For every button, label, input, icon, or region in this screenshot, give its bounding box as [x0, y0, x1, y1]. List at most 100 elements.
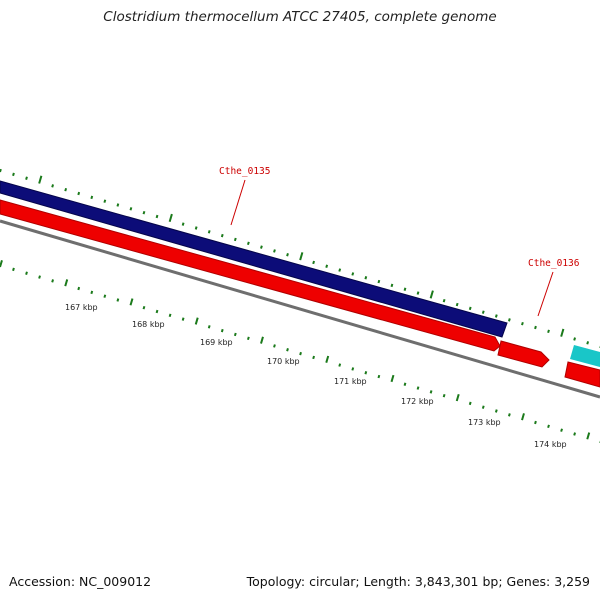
gene-feature-cyan[interactable]	[570, 345, 600, 367]
outer-tick	[534, 325, 537, 330]
inner-tick	[181, 317, 185, 321]
outer-tick	[547, 329, 550, 334]
kbp-label: 170 kbp	[267, 357, 300, 366]
inner-tick	[273, 344, 276, 348]
callout-line	[537, 271, 554, 317]
inner-tick	[429, 390, 433, 394]
inner-tick	[312, 355, 316, 360]
outer-tick	[129, 207, 133, 211]
outer-tick	[220, 233, 224, 238]
outer-tick	[364, 276, 368, 280]
inner-tick	[168, 313, 172, 318]
inner-tick	[25, 271, 28, 275]
outer-tick-track	[0, 168, 600, 349]
inner-tick	[142, 305, 146, 310]
outer-tick	[299, 252, 304, 261]
kbp-label: 171 kbp	[334, 377, 367, 386]
inner-tick	[547, 424, 550, 429]
inner-tick	[560, 428, 563, 432]
outer-tick	[377, 279, 381, 284]
kbp-label: 168 kbp	[132, 320, 165, 329]
inner-tick	[377, 374, 381, 379]
inner-tick	[455, 393, 460, 402]
outer-tick	[338, 268, 342, 272]
outer-tick	[51, 184, 55, 188]
outer-tick	[194, 226, 198, 230]
inner-tick	[129, 298, 134, 306]
genome-backbone	[0, 219, 600, 399]
outer-tick	[286, 253, 289, 257]
callout-line	[230, 179, 246, 226]
inner-tick	[116, 298, 120, 302]
outer-tick	[246, 241, 250, 246]
outer-tick	[181, 222, 185, 226]
outer-tick	[429, 290, 434, 299]
outer-tick	[494, 314, 498, 318]
outer-tick	[521, 321, 524, 326]
outer-tick	[116, 203, 120, 207]
outer-tick	[155, 214, 159, 219]
gene-label: Cthe_0135	[219, 166, 270, 177]
outer-tick	[90, 195, 94, 200]
reverse-gene-track	[0, 199, 600, 388]
outer-tick	[455, 302, 459, 307]
kbp-label: 173 kbp	[468, 418, 501, 427]
inner-tick	[338, 363, 342, 367]
inner-tick	[260, 336, 264, 344]
inner-tick	[390, 374, 395, 383]
outer-tick	[25, 176, 28, 180]
outer-tick	[77, 191, 81, 196]
inner-tick-track	[0, 260, 600, 444]
outer-tick	[560, 328, 565, 337]
map-title: Clostridium thermocellum ATCC 27405, com…	[103, 9, 497, 25]
inner-tick	[38, 275, 41, 279]
gene-feature-cthe-0135-forward[interactable]	[0, 180, 508, 338]
outer-tick	[233, 237, 237, 242]
outer-tick	[416, 291, 420, 295]
inner-tick	[155, 309, 159, 314]
outer-tick	[390, 283, 394, 288]
gene-feature-cthe-0135-reverse[interactable]	[0, 199, 501, 352]
kbp-label: 167 kbp	[65, 303, 98, 312]
outer-tick	[64, 187, 68, 192]
outer-tick	[103, 199, 107, 203]
outer-tick	[351, 272, 355, 276]
inner-tick	[286, 348, 289, 352]
inner-tick	[521, 413, 525, 421]
inner-tick	[416, 386, 420, 390]
inner-tick	[246, 336, 250, 341]
outer-tick	[586, 341, 590, 345]
outer-tick	[468, 306, 472, 311]
outer-tick	[12, 172, 15, 177]
inner-tick	[468, 401, 472, 406]
accession-text: Accession: NC_009012	[9, 574, 152, 589]
outer-tick	[142, 210, 146, 215]
gene-label-callouts: Cthe_0135 Cthe_0136	[219, 166, 580, 317]
gene-label: Cthe_0136	[528, 258, 580, 269]
inner-tick	[233, 332, 237, 337]
inner-tick	[325, 355, 330, 363]
inner-tick	[403, 382, 407, 386]
kbp-labels: 167 kbp 168 kbp 169 kbp 170 kbp 171 kbp 172 k…	[65, 303, 567, 449]
gene-feature-red-right[interactable]	[564, 361, 600, 388]
inner-tick	[494, 409, 498, 413]
gene-feature-cthe-0136[interactable]	[497, 340, 550, 368]
outer-tick	[207, 230, 211, 234]
kbp-label: 172 kbp	[401, 397, 434, 406]
inner-tick	[77, 286, 81, 291]
inner-tick	[364, 371, 368, 375]
outer-tick	[325, 264, 329, 268]
outer-tick	[260, 245, 263, 249]
outer-tick	[403, 287, 407, 291]
kbp-label: 169 kbp	[200, 338, 233, 347]
inner-tick	[51, 279, 55, 283]
inner-tick	[90, 290, 94, 295]
inner-tick	[207, 325, 211, 329]
inner-tick	[481, 405, 485, 409]
outer-tick	[507, 318, 511, 322]
outer-tick	[273, 249, 276, 253]
inner-tick	[220, 328, 224, 333]
inner-tick	[573, 432, 577, 436]
